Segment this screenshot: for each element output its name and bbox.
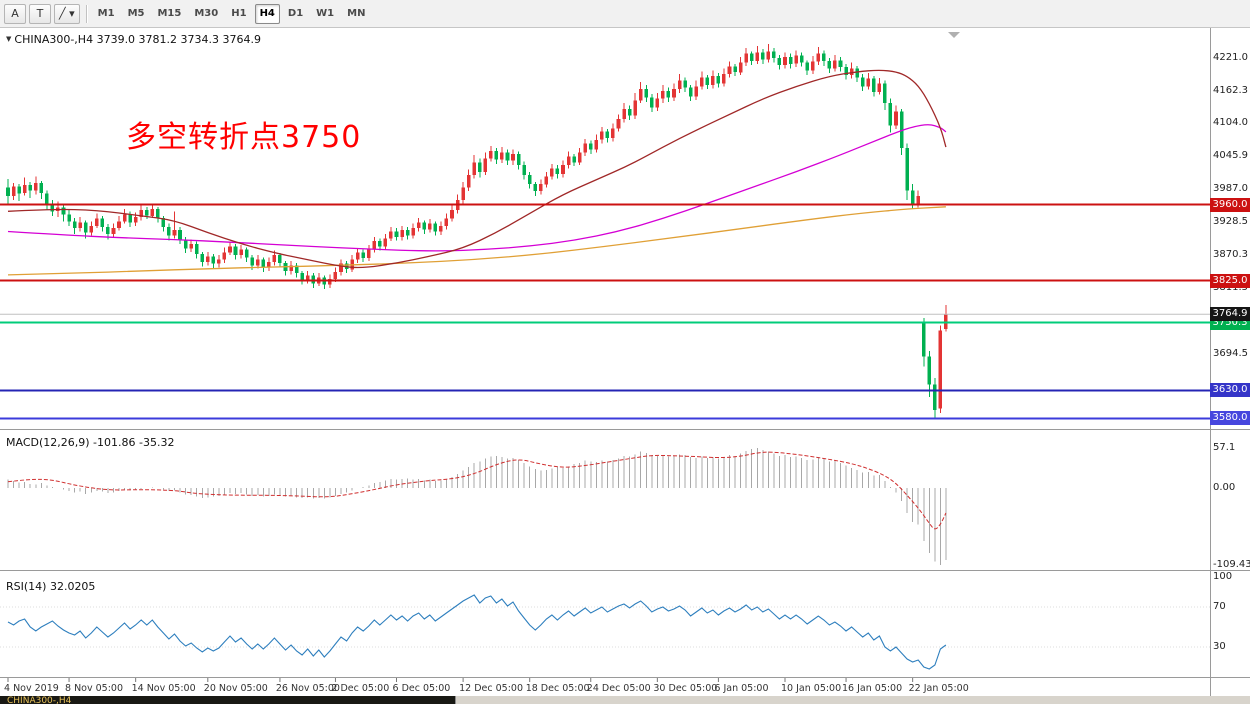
macd-label: MACD(12,26,9) -101.86 -35.32 bbox=[6, 436, 175, 449]
price-axis-label: 4162.3 bbox=[1213, 85, 1248, 96]
svg-text:16 Jan 05:00: 16 Jan 05:00 bbox=[842, 683, 902, 694]
macd-histogram bbox=[7, 448, 947, 566]
chart-tab-bar: CHINA300-,H4 bbox=[0, 696, 1250, 704]
toolbar: A T ╱ ▾ M1 M5 M15 M30 H1 H4 D1 W1 MN bbox=[0, 0, 1250, 28]
svg-text:20 Nov 05:00: 20 Nov 05:00 bbox=[204, 683, 268, 694]
symbol-dropdown-icon[interactable]: ▼ bbox=[6, 35, 12, 43]
price-axis-label: 3928.5 bbox=[1213, 216, 1248, 227]
timeframe-h1[interactable]: H1 bbox=[231, 8, 247, 19]
svg-text:24 Dec 05:00: 24 Dec 05:00 bbox=[587, 683, 651, 694]
svg-text:26 Nov 05:00: 26 Nov 05:00 bbox=[276, 683, 340, 694]
price-axis[interactable]: 4221.0 4162.3 4104.0 4045.9 3987.0 3928.5 3870… bbox=[1210, 28, 1250, 696]
timeframe-m1[interactable]: M1 bbox=[97, 8, 115, 19]
price-badge-3960.0: 3960.0 bbox=[1210, 198, 1250, 212]
chart-tab-label: CHINA300-,H4 bbox=[7, 696, 72, 704]
price-axis-label: 3694.5 bbox=[1213, 348, 1248, 359]
price-badge-3580.0: 3580.0 bbox=[1210, 411, 1250, 425]
chart-annotation: 多空转折点3750 bbox=[126, 120, 362, 155]
timeframe-w1[interactable]: W1 bbox=[316, 8, 335, 19]
chart-title: ▼ CHINA300-,H4 3739.0 3781.2 3734.3 3764.… bbox=[6, 33, 261, 46]
chart-tab[interactable]: CHINA300-,H4 bbox=[0, 696, 455, 704]
macd-signal-line bbox=[7, 451, 947, 530]
svg-text:10 Jan 05:00: 10 Jan 05:00 bbox=[781, 683, 841, 694]
svg-text:6 Jan 05:00: 6 Jan 05:00 bbox=[714, 683, 768, 694]
chart-title-text: CHINA300-,H4 3739.0 3781.2 3734.3 3764.9 bbox=[14, 33, 262, 46]
svg-text:22 Jan 05:00: 22 Jan 05:00 bbox=[909, 683, 969, 694]
tab-bar-empty-area bbox=[455, 696, 1250, 704]
price-axis-label: 4104.0 bbox=[1213, 117, 1248, 128]
timeframe-m5[interactable]: M5 bbox=[127, 8, 145, 19]
text-tool[interactable]: T bbox=[29, 3, 51, 24]
drawing-tools: A T ╱ ▾ bbox=[4, 3, 80, 24]
svg-text:14 Nov 05:00: 14 Nov 05:00 bbox=[132, 683, 196, 694]
rsi-line bbox=[7, 594, 947, 670]
price-axis-label: 3987.0 bbox=[1213, 183, 1248, 194]
rsi-axis-label: 70 bbox=[1213, 601, 1226, 612]
svg-text:18 Dec 05:00: 18 Dec 05:00 bbox=[526, 683, 590, 694]
arrow-tool[interactable]: A bbox=[4, 3, 26, 24]
svg-text:12 Dec 05:00: 12 Dec 05:00 bbox=[459, 683, 523, 694]
timeframe-d1[interactable]: D1 bbox=[287, 8, 304, 19]
rsi-label: RSI(14) 32.0205 bbox=[6, 580, 96, 593]
svg-text:6 Dec 05:00: 6 Dec 05:00 bbox=[393, 683, 451, 694]
macd-axis-label: 0.00 bbox=[1213, 482, 1236, 493]
ma-slow-line bbox=[7, 206, 946, 276]
svg-text:30 Dec 05:00: 30 Dec 05:00 bbox=[653, 683, 717, 694]
price-axis-label: 3870.3 bbox=[1213, 249, 1248, 260]
macd-axis-label: -109.43 bbox=[1213, 559, 1250, 570]
price-badge-3825.0: 3825.0 bbox=[1210, 274, 1250, 288]
timeframe-m30[interactable]: M30 bbox=[194, 8, 219, 19]
rsi-axis-label: 100 bbox=[1213, 571, 1233, 582]
svg-text:2 Dec 05:00: 2 Dec 05:00 bbox=[331, 683, 389, 694]
price-badge-3630.0: 3630.0 bbox=[1210, 383, 1250, 397]
price-axis-label: 4221.0 bbox=[1213, 52, 1248, 63]
timeframe-mn[interactable]: MN bbox=[347, 8, 366, 19]
svg-text:4 Nov 2019: 4 Nov 2019 bbox=[4, 683, 59, 694]
chart-shift-marker[interactable] bbox=[948, 32, 960, 38]
time-axis[interactable]: 4 Nov 2019 8 Nov 05:00 14 Nov 05:00 20 Nov … bbox=[4, 678, 969, 694]
rsi-axis-label: 30 bbox=[1213, 641, 1226, 652]
current-price-badge: 3764.9 bbox=[1210, 307, 1250, 321]
candlesticks bbox=[6, 44, 948, 419]
timeframe-buttons: M1 M5 M15 M30 H1 H4 D1 W1 MN bbox=[93, 3, 371, 24]
ma-mid-line bbox=[7, 124, 947, 252]
ma-fast-line bbox=[7, 69, 947, 269]
svg-text:8 Nov 05:00: 8 Nov 05:00 bbox=[65, 683, 123, 694]
toolbar-separator bbox=[85, 4, 87, 23]
macd-axis-label: 57.1 bbox=[1213, 442, 1236, 453]
timeframe-h4[interactable]: H4 bbox=[254, 3, 280, 24]
draw-tool[interactable]: ╱ ▾ bbox=[54, 3, 80, 24]
timeframe-m15[interactable]: M15 bbox=[157, 8, 182, 19]
price-axis-label: 4045.9 bbox=[1213, 150, 1248, 161]
